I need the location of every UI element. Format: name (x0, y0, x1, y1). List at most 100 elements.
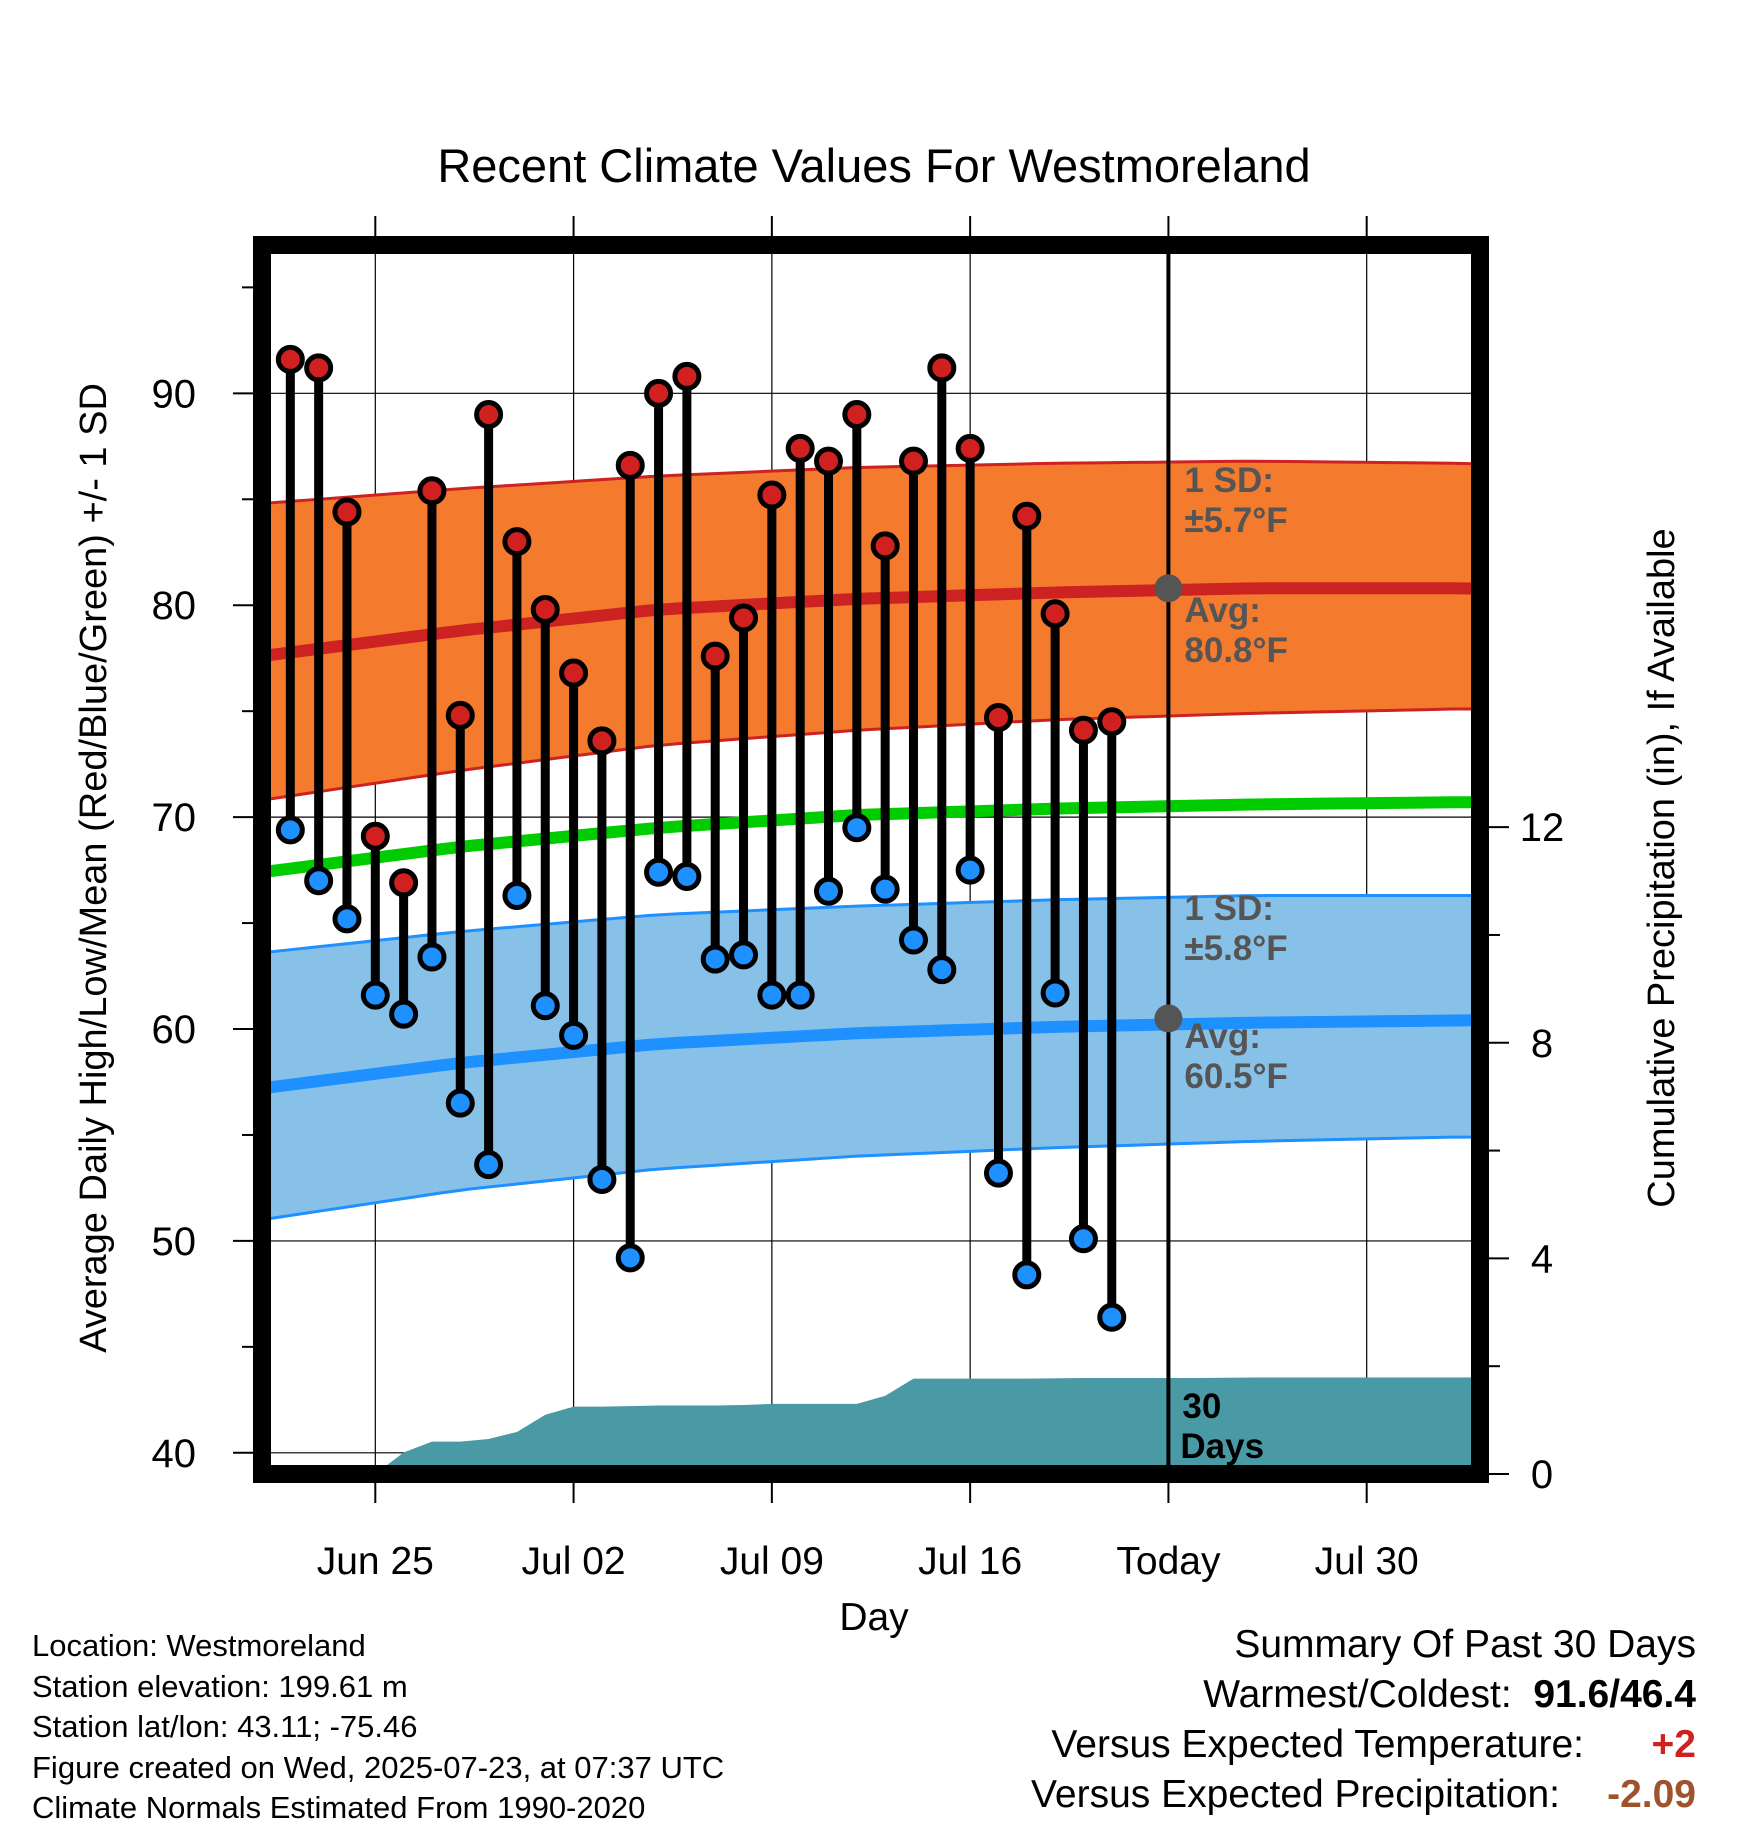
y2-tick-label: 12 (1520, 806, 1565, 850)
y-tick-label: 40 (152, 1432, 197, 1476)
daily-low-point (477, 1153, 501, 1177)
daily-low-point (335, 907, 359, 931)
daily-high-point (732, 606, 756, 630)
temp-label: Versus Expected Temperature: (1051, 1723, 1584, 1766)
daily-high-point (477, 403, 501, 427)
daily-high-point (1100, 710, 1124, 734)
daily-high-point (873, 534, 897, 558)
y2-axis-label: Cumulative Precipitation (in), If Availa… (1641, 528, 1683, 1207)
temp-value: +2 (1584, 1720, 1696, 1770)
x-tick-label: Jun 25 (317, 1540, 434, 1583)
daily-low-point (1043, 981, 1067, 1005)
x-tick-label: Today (1116, 1540, 1221, 1583)
plot-clip-group (262, 245, 1748, 1474)
daily-high-point (307, 356, 331, 380)
daily-high-point (647, 381, 671, 405)
precip-label: Versus Expected Precipitation: (1031, 1773, 1560, 1816)
days-count-label: 30 (1182, 1387, 1221, 1426)
daily-low-point (760, 983, 784, 1007)
summary-precip-row: Versus Expected Precipitation:-2.09 (696, 1770, 1696, 1820)
daily-low-point (675, 864, 699, 888)
daily-high-point (1015, 504, 1039, 528)
y2-tick-label: 0 (1531, 1453, 1553, 1497)
daily-low-point (392, 1002, 416, 1026)
daily-low-point (901, 928, 925, 952)
daily-high-point (392, 871, 416, 895)
daily-high-point (448, 703, 472, 727)
daily-low-point (958, 858, 982, 882)
daily-low-point (1100, 1305, 1124, 1329)
daily-high-point (930, 356, 954, 380)
summary-warmest-row: Warmest/Coldest: 91.6/46.4 (696, 1670, 1696, 1720)
daily-high-point (760, 483, 784, 507)
daily-high-point (986, 706, 1010, 730)
daily-low-point (363, 983, 387, 1007)
daily-low-point (703, 947, 727, 971)
daily-low-point (1071, 1227, 1095, 1251)
daily-high-point (788, 436, 812, 460)
y2-tick-label: 4 (1531, 1237, 1553, 1281)
days-text-label: Days (1180, 1427, 1264, 1466)
daily-low-point (930, 958, 954, 982)
today-high-avg-dot (1154, 574, 1182, 602)
x-tick-label: Jul 30 (1315, 1540, 1419, 1583)
daily-low-point (420, 945, 444, 969)
daily-low-point (817, 879, 841, 903)
daily-low-point (618, 1246, 642, 1270)
daily-high-point (845, 403, 869, 427)
daily-high-point (703, 644, 727, 668)
x-tick-label: Jul 09 (720, 1540, 824, 1583)
daily-low-point (533, 994, 557, 1018)
daily-high-point (420, 479, 444, 503)
daily-high-point (335, 500, 359, 524)
daily-low-point (590, 1167, 614, 1191)
x-tick-label: Jul 02 (522, 1540, 626, 1583)
y-tick-label: 80 (152, 584, 197, 628)
daily-high-point (1043, 602, 1067, 626)
daily-low-point (1015, 1263, 1039, 1287)
low-avg-value: 60.5°F (1184, 1057, 1288, 1096)
daily-low-point (505, 884, 529, 908)
daily-low-point (562, 1023, 586, 1047)
high-avg-label: Avg: (1184, 591, 1260, 630)
high-sd-value: ±5.7°F (1184, 501, 1287, 540)
plot-frame (262, 245, 1480, 1474)
daily-low-point (845, 816, 869, 840)
daily-high-point (817, 449, 841, 473)
daily-high-point (618, 453, 642, 477)
today-low-avg-dot (1154, 1004, 1182, 1032)
chart-title: Recent Climate Values For Westmoreland (437, 139, 1310, 192)
y-tick-label: 50 (152, 1220, 197, 1264)
daily-high-point (590, 729, 614, 753)
y-tick-label: 90 (152, 372, 197, 416)
daily-low-point (788, 983, 812, 1007)
daily-high-point (1071, 718, 1095, 742)
warmest-label: Warmest/Coldest: (1203, 1673, 1511, 1716)
summary-title: Summary Of Past 30 Days (696, 1620, 1696, 1670)
low-sd-value: ±5.8°F (1184, 929, 1287, 968)
daily-low-point (307, 869, 331, 893)
y-tick-label: 70 (152, 796, 197, 840)
low-sd-label: 1 SD: (1184, 889, 1273, 928)
precip-value: -2.09 (1560, 1770, 1696, 1820)
daily-high-point (505, 530, 529, 554)
daily-high-point (958, 436, 982, 460)
daily-high-point (675, 364, 699, 388)
daily-high-point (533, 597, 557, 621)
y-axis-label: Average Daily High/Low/Mean (Red/Blue/Gr… (73, 383, 115, 1353)
daily-high-point (363, 824, 387, 848)
high-sd-label: 1 SD: (1184, 461, 1273, 500)
y2-tick-label: 8 (1531, 1022, 1553, 1066)
daily-high-point (278, 347, 302, 371)
daily-high-point (562, 661, 586, 685)
daily-low-point (873, 877, 897, 901)
summary-panel: Summary Of Past 30 Days Warmest/Coldest:… (696, 1620, 1696, 1820)
warmest-value: 91.6/46.4 (1533, 1673, 1696, 1716)
y-tick-label: 60 (152, 1008, 197, 1052)
daily-low-point (732, 943, 756, 967)
high-avg-value: 80.8°F (1184, 631, 1288, 670)
daily-high-point (901, 449, 925, 473)
x-tick-label: Jul 16 (918, 1540, 1022, 1583)
